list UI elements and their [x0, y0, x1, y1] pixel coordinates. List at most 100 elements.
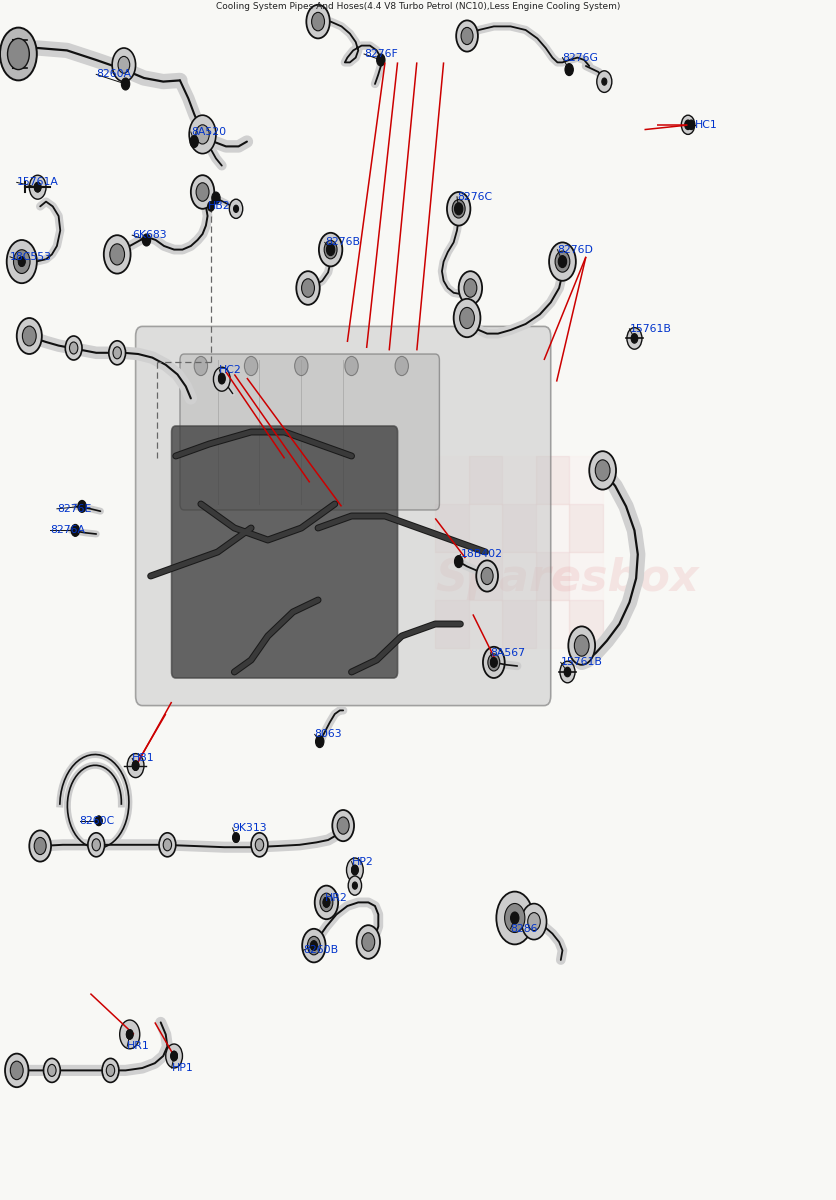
- Text: 8276A: 8276A: [50, 526, 85, 535]
- Text: HB2: HB2: [207, 202, 230, 211]
- Circle shape: [294, 356, 308, 376]
- Circle shape: [510, 912, 518, 924]
- Circle shape: [142, 234, 150, 246]
- Circle shape: [310, 941, 317, 950]
- Circle shape: [29, 830, 51, 862]
- Circle shape: [121, 78, 130, 90]
- Circle shape: [630, 334, 637, 343]
- Circle shape: [521, 904, 546, 940]
- Circle shape: [463, 278, 477, 298]
- Circle shape: [43, 1058, 60, 1082]
- Circle shape: [18, 257, 25, 266]
- Circle shape: [104, 235, 130, 274]
- Circle shape: [120, 1020, 140, 1049]
- Circle shape: [589, 451, 615, 490]
- Circle shape: [171, 1051, 177, 1061]
- Circle shape: [481, 568, 492, 584]
- Circle shape: [212, 192, 220, 204]
- Bar: [502, 600, 535, 648]
- Circle shape: [323, 898, 329, 907]
- Circle shape: [218, 373, 225, 383]
- Circle shape: [352, 882, 357, 889]
- Circle shape: [196, 125, 209, 144]
- Circle shape: [548, 242, 575, 281]
- Circle shape: [565, 65, 572, 74]
- Circle shape: [126, 1030, 133, 1039]
- Circle shape: [454, 203, 462, 215]
- Circle shape: [568, 626, 594, 665]
- Circle shape: [453, 299, 480, 337]
- Circle shape: [687, 120, 694, 130]
- Circle shape: [685, 121, 690, 128]
- Circle shape: [554, 251, 569, 272]
- Circle shape: [504, 904, 524, 932]
- Text: 8276D: 8276D: [557, 245, 593, 254]
- Circle shape: [13, 250, 30, 274]
- Circle shape: [251, 833, 268, 857]
- Circle shape: [72, 526, 79, 535]
- Circle shape: [122, 79, 129, 89]
- Circle shape: [361, 932, 375, 952]
- Circle shape: [527, 912, 540, 931]
- Circle shape: [78, 500, 86, 512]
- Circle shape: [346, 858, 363, 882]
- Circle shape: [323, 898, 329, 907]
- Circle shape: [7, 240, 37, 283]
- Circle shape: [326, 244, 334, 256]
- Circle shape: [229, 199, 242, 218]
- Circle shape: [110, 244, 125, 265]
- Text: 9K313: 9K313: [232, 823, 267, 833]
- Circle shape: [106, 1064, 115, 1076]
- Circle shape: [684, 120, 691, 130]
- Circle shape: [232, 833, 239, 842]
- Bar: [535, 552, 568, 600]
- Bar: [468, 600, 502, 648]
- Circle shape: [351, 865, 358, 875]
- FancyBboxPatch shape: [135, 326, 550, 706]
- Circle shape: [324, 240, 337, 259]
- Bar: [468, 456, 502, 504]
- Circle shape: [596, 71, 611, 92]
- Circle shape: [490, 658, 497, 667]
- Circle shape: [461, 28, 472, 44]
- Circle shape: [127, 1031, 132, 1038]
- Circle shape: [601, 78, 606, 85]
- Text: 18C553: 18C553: [10, 252, 52, 262]
- Circle shape: [314, 886, 338, 919]
- Text: HB1: HB1: [132, 754, 155, 763]
- Circle shape: [352, 866, 357, 874]
- Circle shape: [196, 182, 209, 202]
- Circle shape: [65, 336, 82, 360]
- Circle shape: [71, 524, 79, 536]
- Circle shape: [476, 560, 497, 592]
- Circle shape: [0, 28, 37, 80]
- Circle shape: [681, 115, 694, 134]
- Text: 8286: 8286: [510, 924, 538, 934]
- Circle shape: [8, 38, 29, 70]
- Circle shape: [95, 816, 102, 826]
- Circle shape: [191, 137, 197, 146]
- Bar: [435, 456, 468, 504]
- Text: HP2: HP2: [351, 857, 373, 866]
- Circle shape: [306, 5, 329, 38]
- Text: HP1: HP1: [171, 1063, 193, 1073]
- Circle shape: [88, 833, 104, 857]
- Circle shape: [255, 839, 263, 851]
- Circle shape: [454, 556, 462, 568]
- Bar: [435, 552, 468, 600]
- Circle shape: [558, 256, 566, 268]
- Bar: [468, 552, 502, 600]
- Circle shape: [626, 328, 641, 349]
- Circle shape: [171, 1052, 176, 1060]
- Text: 8260A: 8260A: [96, 70, 131, 79]
- Circle shape: [232, 833, 239, 842]
- Circle shape: [132, 761, 139, 770]
- Circle shape: [113, 347, 121, 359]
- Circle shape: [219, 376, 224, 383]
- Circle shape: [395, 356, 408, 376]
- FancyBboxPatch shape: [180, 354, 439, 510]
- Circle shape: [319, 233, 342, 266]
- Circle shape: [511, 913, 517, 923]
- Circle shape: [102, 1058, 119, 1082]
- Circle shape: [564, 668, 569, 676]
